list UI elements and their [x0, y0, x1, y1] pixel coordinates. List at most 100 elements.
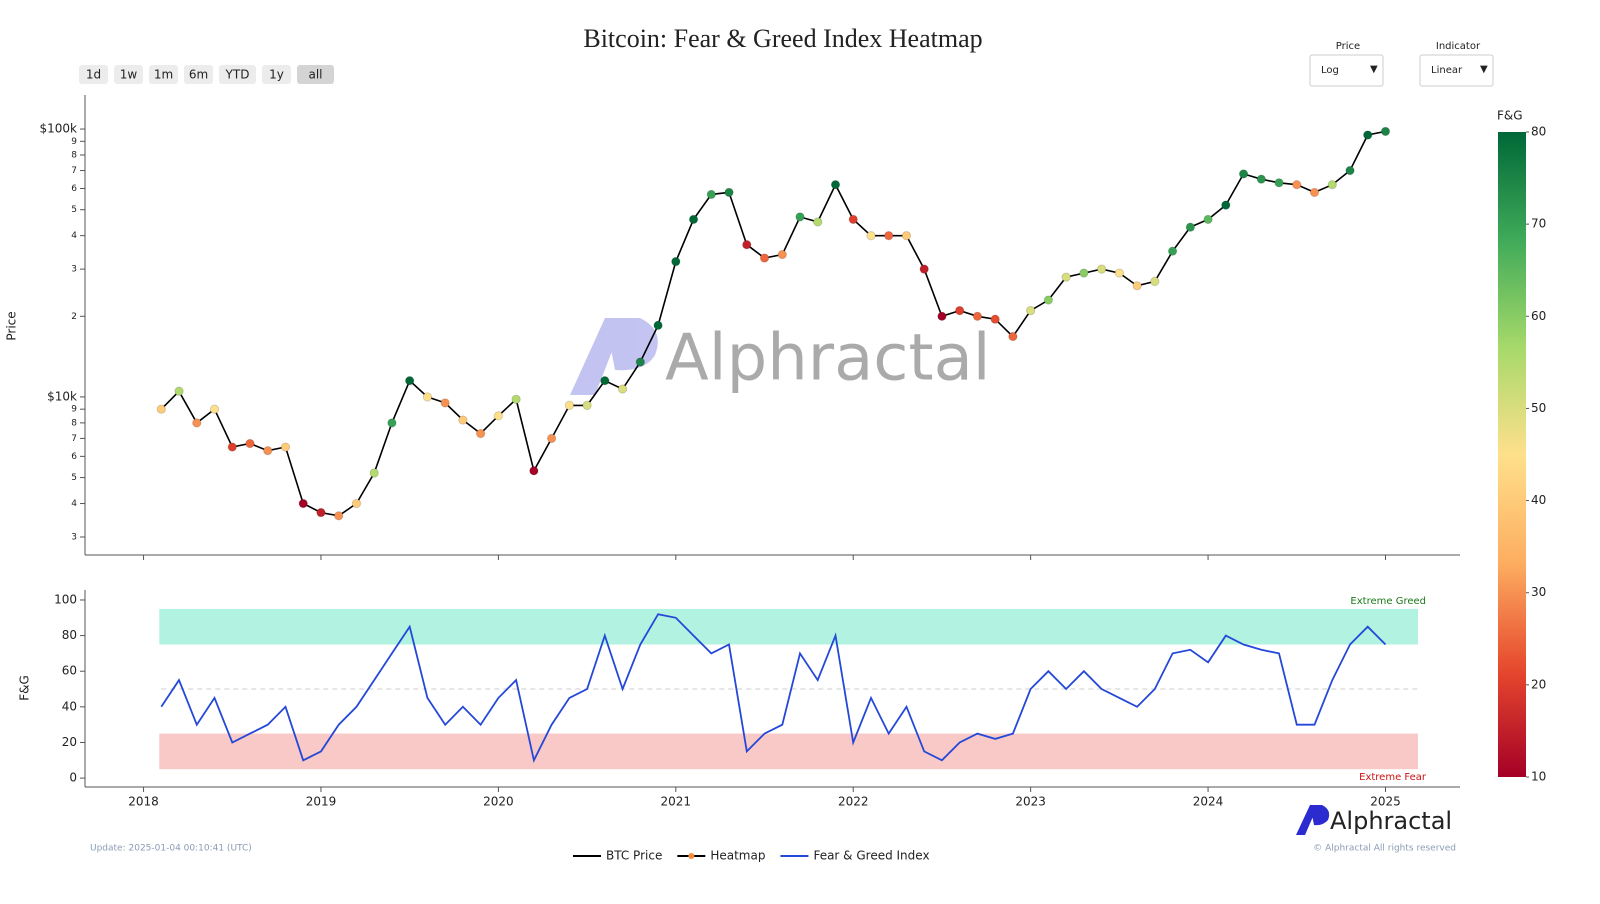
- brand: Alphractal: [1330, 807, 1452, 835]
- range-button[interactable]: [149, 65, 178, 84]
- heatmap-dot: [1061, 272, 1071, 282]
- dropdown-label: Price: [1336, 41, 1360, 52]
- heatmap-dot: [387, 418, 397, 428]
- heatmap-dot: [1345, 165, 1355, 176]
- range-button[interactable]: [79, 65, 108, 84]
- y-tick-label: 60: [62, 664, 77, 678]
- heatmap-dot: [919, 264, 929, 274]
- heatmap-dot: [458, 415, 468, 425]
- x-tick-label: 2023: [1015, 795, 1046, 809]
- heatmap-dot: [422, 392, 433, 402]
- heatmap-dot: [316, 507, 326, 518]
- y-tick-label: 8: [71, 418, 77, 428]
- heatmap-dot: [1256, 174, 1266, 184]
- range-button[interactable]: [219, 65, 256, 84]
- y-tick-label: 6: [71, 452, 77, 462]
- range-button-label[interactable]: all: [308, 68, 322, 82]
- heatmap-dot: [156, 404, 166, 414]
- heatmap-dot: [280, 442, 291, 452]
- heatmap-dot: [1114, 268, 1125, 278]
- colorbar-tick-label: 40: [1531, 493, 1546, 507]
- heatmap-dot: [972, 311, 983, 321]
- dropdown[interactable]: [1419, 54, 1494, 87]
- dropdown-arrow[interactable]: ▼: [1480, 64, 1488, 75]
- heatmap-dot: [1221, 200, 1231, 210]
- dropdown-label: Indicator: [1436, 41, 1481, 52]
- range-button[interactable]: [184, 65, 213, 84]
- legend-label: Heatmap: [710, 849, 765, 863]
- y-tick-label: 8: [71, 151, 77, 161]
- heatmap-dot: [529, 466, 539, 476]
- range-button[interactable]: [262, 65, 291, 84]
- range-button-label[interactable]: YTD: [225, 68, 250, 82]
- heatmap-dot: [369, 468, 379, 478]
- heatmap-dot: [404, 375, 415, 386]
- heatmap-dot: [227, 442, 237, 452]
- heatmap-dot: [635, 357, 646, 367]
- range-button[interactable]: [114, 65, 143, 84]
- heatmap-dot: [1309, 187, 1320, 198]
- heatmap-dot: [653, 320, 663, 331]
- copyright: © Alphractal All rights reserved: [1313, 844, 1456, 854]
- heatmap-dot: [1380, 126, 1391, 137]
- heatmap-dot: [1096, 264, 1107, 274]
- y-tick-label: 20: [62, 735, 77, 749]
- y-axis-label: F&G: [18, 675, 32, 701]
- heatmap-dot: [724, 187, 734, 198]
- colorbar-tick-label: 20: [1531, 677, 1546, 691]
- x-tick-label: 2020: [483, 795, 514, 809]
- colorbar-tick-label: 80: [1531, 125, 1546, 139]
- heatmap-dot: [1238, 169, 1249, 179]
- y-tick-label: 100: [54, 592, 77, 606]
- heatmap-dot: [298, 498, 308, 509]
- band: [159, 608, 1419, 645]
- heatmap-dot: [830, 179, 841, 190]
- range-button-label[interactable]: 1y: [269, 68, 284, 82]
- x-tick-label: 2022: [838, 795, 869, 809]
- range-button-label[interactable]: 1d: [86, 68, 101, 82]
- dropdown-value[interactable]: Log: [1321, 65, 1339, 76]
- heatmap-dot: [1292, 179, 1302, 190]
- dropdown-arrow[interactable]: ▼: [1370, 64, 1378, 75]
- range-button-label[interactable]: 1m: [154, 68, 173, 82]
- legend-swatch-dot: [688, 853, 695, 859]
- y-tick-label: $10k: [47, 389, 77, 403]
- heatmap-dot: [1079, 268, 1089, 278]
- y-tick-label: 3: [71, 265, 77, 275]
- heatmap-dot: [937, 311, 947, 321]
- dropdown-value[interactable]: Linear: [1431, 65, 1463, 76]
- heatmap-dot: [901, 230, 912, 241]
- dropdown[interactable]: [1309, 54, 1384, 87]
- y-tick-label: 9: [71, 137, 77, 147]
- heatmap-dot: [334, 511, 344, 521]
- range-button-label[interactable]: 6m: [189, 68, 208, 82]
- heatmap-dot: [813, 217, 823, 227]
- y-tick-label: 5: [71, 205, 77, 215]
- heatmap-dot: [440, 398, 450, 408]
- range-button[interactable]: [297, 65, 334, 84]
- update-time: Update: 2025-01-04 00:10:41 (UTC): [90, 844, 252, 854]
- heatmap-dot: [759, 253, 770, 263]
- heatmap-dot: [688, 214, 699, 225]
- heatmap-dot: [1363, 130, 1373, 140]
- colorbar-tick-label: 10: [1531, 770, 1546, 784]
- heatmap-dot: [617, 384, 628, 394]
- y-tick-label: 5: [71, 473, 77, 483]
- chart-title: Bitcoin: Fear & Greed Index Heatmap: [583, 24, 982, 53]
- heatmap-dot: [671, 256, 681, 267]
- heatmap-dot: [1327, 179, 1337, 190]
- heatmap-dot: [777, 249, 787, 260]
- heatmap-dot: [742, 240, 752, 250]
- y-tick-label: $100k: [40, 122, 78, 136]
- colorbar-tick-label: 60: [1531, 309, 1546, 323]
- heatmap-dot: [1167, 246, 1178, 256]
- heatmap-dot: [263, 445, 273, 456]
- range-button-label[interactable]: 1w: [120, 68, 138, 82]
- y-tick-label: 3: [71, 533, 77, 543]
- heatmap-dot: [493, 411, 504, 421]
- heatmap-dot: [866, 230, 876, 241]
- band-label: Extreme Greed: [1350, 596, 1426, 607]
- heatmap-dot: [582, 400, 592, 411]
- heatmap-dot: [990, 314, 1000, 324]
